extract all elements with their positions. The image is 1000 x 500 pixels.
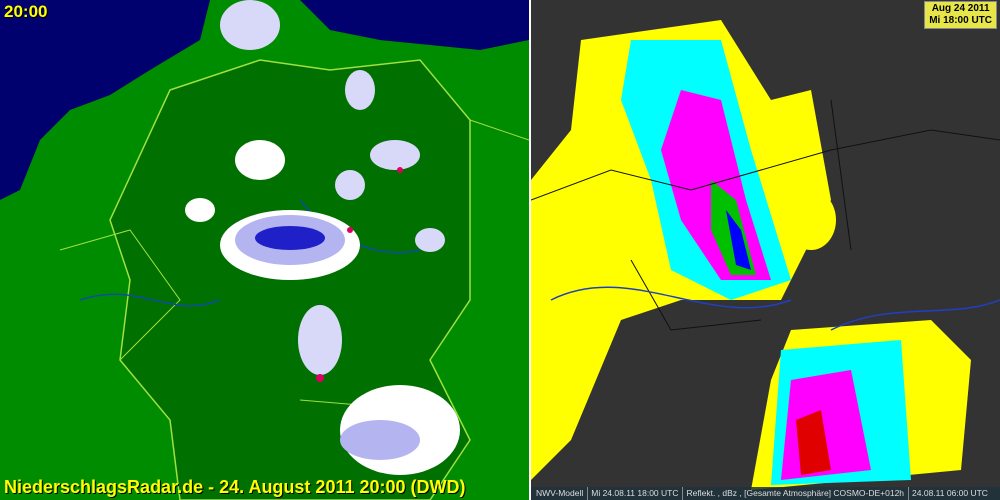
precip-cell bbox=[370, 140, 420, 170]
map-caption: NiederschlagsRadar.de - 24. August 2011 … bbox=[4, 477, 466, 497]
precip-cell bbox=[235, 140, 285, 180]
precipitation-cells bbox=[185, 0, 460, 475]
badge-date: Aug 24 2011 bbox=[931, 3, 990, 14]
border-line bbox=[531, 99, 1000, 331]
blue-area bbox=[726, 210, 751, 270]
model-forecast-panel: Aug 24 2011 Mi 18:00 UTC NWV-Modell Mi 2… bbox=[531, 0, 1000, 500]
model-info-footer: NWV-Modell Mi 24.08.11 18:00 UTC Reflekt… bbox=[531, 487, 1000, 500]
precip-core bbox=[397, 167, 403, 173]
precip-cell bbox=[345, 70, 375, 110]
river bbox=[550, 286, 1000, 331]
radar-map-panel: 20:00 NiederschlagsRadar.de - 24. August… bbox=[0, 0, 529, 500]
yellow-area bbox=[786, 190, 836, 250]
precip-cell bbox=[415, 228, 445, 252]
sea-area bbox=[0, 0, 210, 200]
precip-cell bbox=[220, 0, 280, 50]
precip-core bbox=[347, 227, 353, 233]
precip-cell bbox=[335, 170, 365, 200]
reflectivity-areas bbox=[531, 20, 971, 490]
footer-run-time: 24.08.11 06:00 UTC bbox=[908, 487, 988, 500]
time-label: 20:00 bbox=[4, 2, 48, 21]
footer-model: NWV-Modell bbox=[536, 488, 584, 498]
forecast-map bbox=[531, 20, 1000, 490]
precip-core bbox=[316, 374, 324, 382]
footer-valid-time: Mi 24.08.11 18:00 UTC bbox=[587, 487, 678, 500]
precip-cell bbox=[340, 420, 420, 460]
precip-cell bbox=[255, 226, 325, 250]
sea-area-baltic bbox=[300, 0, 529, 50]
footer-field: Reflekt. , dBz , [Gesamte Atmosphäre] CO… bbox=[682, 487, 904, 500]
badge-time: Mi 18:00 UTC bbox=[929, 15, 992, 26]
precip-cell bbox=[185, 198, 215, 222]
red-area bbox=[796, 410, 831, 475]
forecast-date-badge: Aug 24 2011 Mi 18:00 UTC bbox=[924, 1, 997, 29]
radar-map bbox=[0, 0, 529, 500]
precip-cell bbox=[298, 305, 342, 375]
